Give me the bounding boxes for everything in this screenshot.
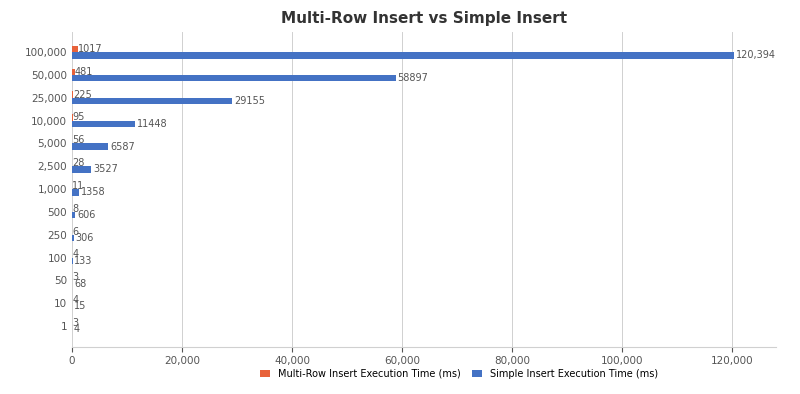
Text: 481: 481 (75, 67, 94, 77)
Text: 56: 56 (73, 135, 85, 145)
Text: 1358: 1358 (81, 187, 106, 197)
Bar (72, 166, 91, 173)
Text: 29155: 29155 (234, 96, 265, 106)
Text: 3527: 3527 (93, 165, 118, 175)
Text: 28: 28 (73, 158, 85, 168)
Bar (72, 98, 232, 104)
Text: 11448: 11448 (137, 119, 167, 129)
Text: 1017: 1017 (78, 44, 102, 54)
Text: 3: 3 (72, 272, 78, 282)
Text: 606: 606 (77, 210, 95, 220)
Bar (72, 69, 74, 75)
Text: 3: 3 (72, 318, 78, 328)
Bar (72, 75, 396, 82)
Text: 95: 95 (73, 112, 85, 123)
Text: 4: 4 (72, 249, 78, 259)
Text: 15: 15 (74, 301, 86, 311)
Text: 133: 133 (74, 256, 93, 266)
Text: 306: 306 (75, 233, 94, 243)
Bar (72, 91, 74, 98)
Bar (72, 46, 78, 52)
Text: 4: 4 (74, 324, 80, 334)
Text: 58897: 58897 (398, 73, 429, 83)
Bar (72, 189, 79, 195)
Title: Multi-Row Insert vs Simple Insert: Multi-Row Insert vs Simple Insert (281, 11, 567, 26)
Text: 68: 68 (74, 279, 86, 288)
Text: 225: 225 (74, 90, 92, 100)
Bar (72, 143, 108, 150)
Text: 6: 6 (72, 227, 78, 236)
Bar (72, 52, 734, 59)
Text: 4: 4 (72, 295, 78, 305)
Bar (72, 121, 135, 127)
Text: 11: 11 (72, 181, 85, 191)
Text: 6587: 6587 (110, 142, 134, 152)
Bar (72, 235, 74, 241)
Text: 8: 8 (72, 204, 78, 214)
Legend: Multi-Row Insert Execution Time (ms), Simple Insert Execution Time (ms): Multi-Row Insert Execution Time (ms), Si… (257, 365, 662, 383)
Bar (72, 212, 75, 218)
Text: 120,394: 120,394 (736, 50, 776, 60)
